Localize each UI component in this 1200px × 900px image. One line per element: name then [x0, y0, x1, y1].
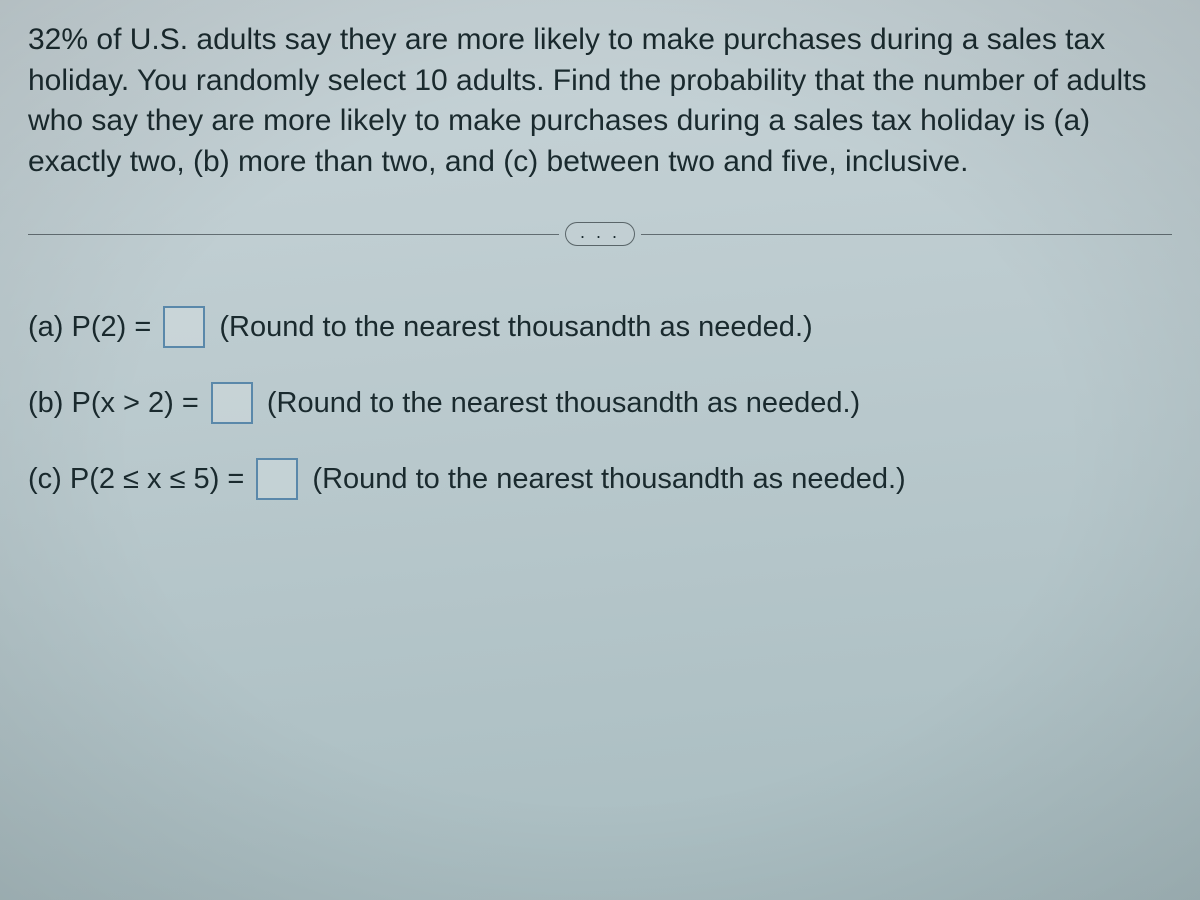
- answer-c-label: (c) P(2 ≤ x ≤ 5) =: [28, 463, 252, 496]
- question-text: 32% of U.S. adults say they are more lik…: [28, 20, 1172, 182]
- answers-section: (a) P(2) = (Round to the nearest thousan…: [28, 306, 1172, 500]
- divider-line-right: [641, 234, 1172, 235]
- more-options-button[interactable]: . . .: [565, 222, 635, 246]
- answer-c-input[interactable]: [256, 458, 298, 500]
- answer-row-a: (a) P(2) = (Round to the nearest thousan…: [28, 306, 1172, 348]
- answer-b-label: (b) P(x > 2) =: [28, 387, 207, 420]
- answer-row-c: (c) P(2 ≤ x ≤ 5) = (Round to the nearest…: [28, 458, 1172, 500]
- divider-line-left: [28, 234, 559, 235]
- answer-row-b: (b) P(x > 2) = (Round to the nearest tho…: [28, 382, 1172, 424]
- divider-row: . . .: [28, 222, 1172, 246]
- answer-b-input[interactable]: [211, 382, 253, 424]
- answer-a-input[interactable]: [163, 306, 205, 348]
- answer-a-label: (a) P(2) =: [28, 311, 159, 344]
- answer-a-hint: (Round to the nearest thousandth as need…: [219, 311, 812, 344]
- answer-b-hint: (Round to the nearest thousandth as need…: [267, 387, 860, 420]
- answer-c-hint: (Round to the nearest thousandth as need…: [312, 463, 905, 496]
